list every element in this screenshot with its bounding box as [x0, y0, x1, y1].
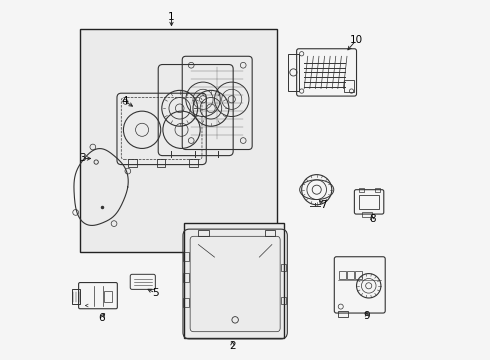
Text: 8: 8 — [369, 215, 376, 224]
Bar — [183, 252, 190, 261]
Bar — [184, 223, 285, 338]
Bar — [72, 289, 80, 304]
Text: 7: 7 — [320, 200, 327, 210]
Bar — [281, 297, 286, 304]
Bar — [339, 271, 346, 279]
Bar — [183, 298, 190, 307]
Bar — [104, 291, 112, 302]
Bar — [355, 271, 362, 279]
Bar — [362, 212, 372, 217]
Bar — [265, 230, 275, 236]
Bar — [80, 30, 277, 252]
Bar — [343, 80, 354, 92]
Text: 9: 9 — [364, 311, 370, 321]
Bar — [288, 54, 299, 91]
Bar — [359, 195, 379, 209]
Bar — [359, 188, 365, 192]
Text: 2: 2 — [229, 341, 236, 351]
Bar — [338, 311, 348, 318]
Text: 10: 10 — [349, 35, 363, 45]
Text: 1: 1 — [168, 12, 175, 22]
Bar — [184, 223, 285, 338]
Bar — [375, 188, 380, 192]
Bar — [80, 30, 277, 252]
Bar — [183, 273, 190, 282]
Bar — [198, 230, 209, 236]
Bar — [347, 271, 354, 279]
Text: 3: 3 — [79, 153, 86, 163]
Text: 5: 5 — [152, 288, 159, 298]
Bar — [281, 264, 286, 271]
Text: 6: 6 — [98, 313, 105, 323]
Text: 4: 4 — [122, 96, 128, 106]
